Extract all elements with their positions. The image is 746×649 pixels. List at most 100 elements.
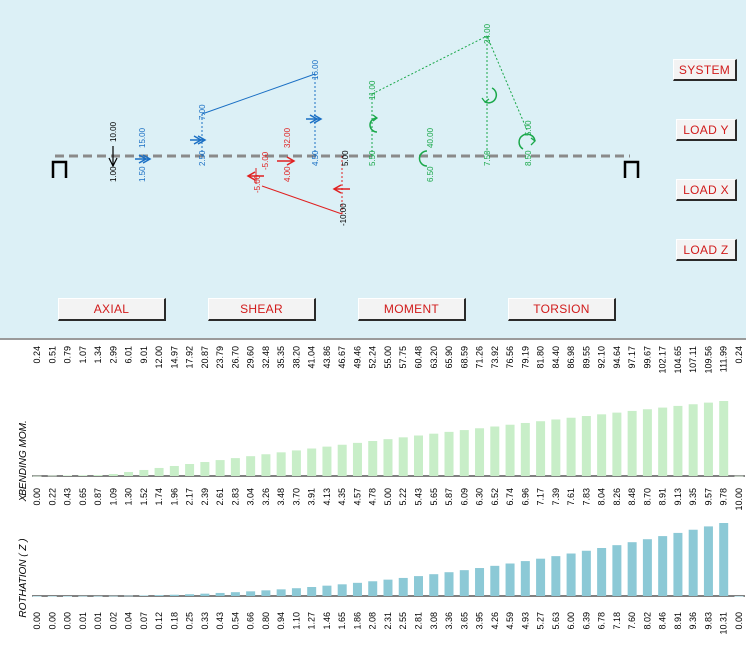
rotation-bar: [429, 574, 439, 596]
moment-load-value: 40.00: [426, 127, 435, 148]
moment-bar: [703, 402, 713, 476]
moment-load-line: [371, 35, 488, 95]
rotation-value-label: 3.65: [459, 612, 469, 630]
moment-value-label: 14.97: [169, 346, 179, 369]
point-load: 10.00 1.00: [108, 121, 118, 182]
x-tick-label: 2.39: [200, 488, 210, 506]
moment-bar: [246, 456, 256, 476]
moment-value-label: 26.70: [230, 346, 240, 369]
rotation-value-label: 0.54: [230, 612, 240, 630]
moment-bar: [185, 463, 195, 476]
rotation-bar: [490, 565, 500, 596]
moment-bar: [475, 428, 485, 476]
moment-value-label: 84.40: [551, 346, 561, 369]
moment-button[interactable]: MOMENT: [358, 298, 466, 321]
moment-bar: [688, 404, 698, 476]
x-tick-label: 2.17: [185, 488, 195, 506]
rotation-bar: [124, 595, 134, 597]
rotation-bar: [169, 594, 179, 596]
rotation-value-label: 0.01: [78, 612, 88, 630]
rotation-value-label: 1.10: [291, 612, 301, 630]
rotation-value-label: 4.26: [490, 612, 500, 630]
axial-load-3: 16.00 4.50: [306, 59, 323, 166]
moment-value-label: 94.64: [612, 346, 622, 369]
rotation-value-label: 1.27: [307, 612, 317, 630]
moment-bar: [566, 417, 576, 476]
moment-value-label: 41.04: [307, 346, 317, 369]
shear-load-value: -10.00: [339, 203, 348, 226]
rotation-value-label: 0.00: [734, 612, 744, 630]
shear-load-line: [261, 185, 343, 215]
rotation-bar: [322, 585, 332, 596]
axial-button[interactable]: AXIAL: [58, 298, 166, 321]
rotation-bar: [520, 561, 530, 596]
moment-bar: [414, 435, 423, 476]
rotation-value-label: 4.59: [505, 612, 515, 630]
x-tick-label: 1.09: [108, 488, 118, 506]
shear-load-1: -5.00 -5.00: [246, 151, 270, 193]
moment-load-2: [418, 150, 428, 167]
x-tick-label: 3.70: [291, 488, 301, 506]
rotation-value-label: 3.36: [444, 612, 454, 630]
rotation-bar: [368, 581, 378, 596]
x-tick-label: 1.74: [154, 488, 164, 506]
x-tick-label: 5.22: [398, 488, 408, 506]
shear-button[interactable]: SHEAR: [208, 298, 316, 321]
rotation-bar: [383, 579, 393, 596]
rotation-bar: [719, 523, 729, 596]
moment-bar: [108, 473, 118, 476]
moment-value-label: 107.11: [688, 346, 698, 373]
x-tick-label: 7.61: [566, 488, 576, 506]
shear-load-position: 5.00: [341, 150, 350, 166]
torsion-button[interactable]: TORSION: [508, 298, 616, 321]
load-x-button[interactable]: LOAD X: [676, 179, 737, 201]
moment-bar: [352, 442, 362, 476]
moment-value-label: 17.92: [185, 346, 195, 369]
moment-value-label: 23.79: [215, 346, 225, 369]
moment-load-position: 7.50: [483, 150, 492, 166]
load-y-button[interactable]: LOAD Y: [676, 119, 737, 141]
rotation-bar: [276, 589, 286, 596]
rotation-value-label: 5.63: [551, 612, 561, 630]
x-tick-label: 3.04: [246, 488, 256, 506]
moment-value-label: 89.55: [581, 346, 591, 369]
moment-bar: [520, 422, 530, 476]
rotation-bar: [658, 536, 668, 596]
moment-bar: [337, 444, 347, 476]
moment-load-value: 11.00: [368, 80, 377, 100]
axial-load-value: 7.00: [198, 104, 207, 120]
x-tick-label: 9.13: [673, 488, 683, 506]
moment-value-label: 0.24: [32, 346, 42, 364]
rotation-value-label: 0.00: [32, 612, 42, 630]
load-z-button[interactable]: LOAD Z: [676, 239, 737, 261]
rotation-value-label: 2.08: [368, 612, 378, 630]
system-button[interactable]: SYSTEM: [673, 59, 737, 81]
rotation-bar: [185, 594, 195, 596]
rotation-bar: [32, 596, 42, 597]
rotation-bar: [200, 593, 210, 596]
moment-bar: [597, 414, 607, 476]
x-tick-label: 6.74: [505, 488, 515, 506]
moment-value-label: 111.99: [719, 346, 729, 372]
moment-value-label: 81.80: [536, 346, 546, 369]
moment-load-position: 8.50: [524, 150, 533, 166]
x-tick-label: 9.35: [688, 488, 698, 506]
x-tick-label: 3.48: [276, 488, 286, 506]
moment-bar: [215, 460, 225, 476]
moment-bar: [627, 410, 637, 476]
moment-bar: [78, 475, 88, 476]
moment-value-label: 99.67: [642, 346, 652, 369]
x-tick-label: 2.83: [230, 488, 240, 506]
rotation-value-label: 3.95: [475, 612, 485, 630]
moment-value-label: 68.59: [459, 346, 469, 369]
rotation-value-label: 3.08: [429, 612, 439, 630]
moment-value-label: 76.56: [505, 346, 515, 369]
moment-value-label: 97.17: [627, 346, 637, 369]
moment-value-label: 102.17: [658, 346, 668, 374]
moment-bar: [63, 475, 73, 476]
rotation-value-label: 0.25: [185, 612, 195, 630]
point-load-value: 10.00: [109, 121, 118, 142]
rotation-bar: [581, 550, 591, 596]
moment-value-label: 52.24: [368, 346, 378, 369]
moment-value-label: 63.20: [429, 346, 439, 369]
